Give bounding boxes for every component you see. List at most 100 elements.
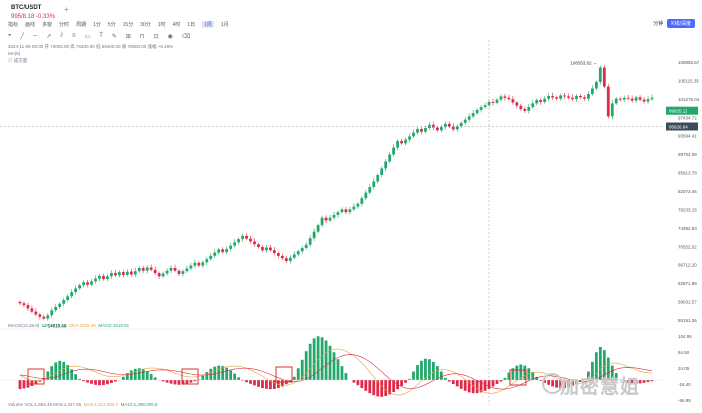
candle-body	[46, 315, 50, 319]
candle-body	[563, 95, 566, 97]
brush-icon[interactable]: ✎	[111, 34, 117, 40]
horizontal-line-icon[interactable]: ─	[33, 33, 38, 39]
menu-item[interactable]: 周期	[76, 22, 87, 28]
channel-icon[interactable]: ⫽	[60, 33, 63, 39]
trash-icon[interactable]: ⌫	[181, 34, 191, 40]
candle-body	[431, 124, 435, 128]
macd-bar	[646, 380, 650, 382]
menu-item[interactable]: 1时	[157, 22, 166, 28]
menu-item[interactable]: 15分	[122, 22, 134, 28]
candle-body	[471, 113, 475, 117]
macd-bar	[487, 380, 491, 389]
candle-body	[499, 96, 503, 100]
candle-body	[479, 107, 483, 110]
menu-item[interactable]: 30分	[140, 22, 151, 28]
top-bar: BTC/USDT + 995/8.18 -0.33% 指标 画线 多窗 分时 周期 1分 5…	[0, 0, 702, 30]
candle-body	[245, 235, 248, 239]
menu-item[interactable]: 1分	[93, 22, 101, 28]
menu-item[interactable]: 多窗	[42, 22, 53, 28]
cursor-icon[interactable]: ⌖	[8, 33, 12, 39]
candle-body	[288, 257, 292, 261]
symbol-title[interactable]: BTC/USDT	[11, 5, 42, 11]
text-icon[interactable]: T	[99, 33, 103, 39]
candle-body	[292, 254, 296, 258]
macd-bar	[491, 380, 495, 387]
menu-item[interactable]: 4时	[172, 22, 181, 28]
candle-body	[384, 161, 388, 169]
candle-body	[62, 300, 66, 304]
candle-body	[177, 270, 181, 274]
magnet-icon[interactable]: ⊓	[139, 34, 145, 40]
price-change: 995/8.18 -0.33%	[11, 14, 56, 20]
candle-body	[90, 281, 93, 285]
y-tick-label: 105115.35	[678, 78, 699, 83]
candle-body	[324, 217, 328, 221]
menu-item[interactable]: 指标	[8, 22, 19, 28]
menu-item[interactable]: 1日	[187, 22, 196, 28]
macd-bar	[177, 380, 181, 385]
candle-body	[74, 288, 78, 293]
highlight-box	[27, 368, 45, 385]
menu-item[interactable]: 5分	[107, 22, 116, 28]
macd-dea: DEA:3215.40	[69, 323, 96, 328]
candle-body	[610, 103, 614, 117]
macd-bar	[205, 372, 209, 380]
candle-body	[455, 126, 459, 130]
macd-bar	[352, 380, 356, 383]
candle-body	[459, 122, 463, 127]
highlight-box	[275, 366, 293, 383]
candle-body	[388, 154, 392, 162]
candle-body	[18, 301, 22, 304]
menu-item[interactable]: 1月	[220, 22, 229, 28]
candle-body	[614, 98, 618, 104]
macd-bar	[356, 380, 360, 386]
candle-body	[249, 238, 252, 242]
macd-bar	[531, 372, 535, 380]
add-tab-button[interactable]: +	[64, 5, 69, 14]
eye-icon[interactable]: ◉	[167, 34, 173, 40]
candle-body	[308, 238, 312, 245]
macd-bar	[300, 359, 304, 380]
candle-body	[638, 97, 642, 100]
measure-icon[interactable]: ⊞	[125, 34, 131, 40]
kline-depth-button[interactable]: K线/深度	[667, 19, 695, 28]
macd-tick-label: -16.40	[678, 382, 691, 387]
candle-body	[356, 203, 360, 207]
macd-bar	[110, 380, 113, 383]
macd-bar	[173, 380, 177, 385]
macd-bar	[455, 380, 459, 387]
candle-body	[157, 273, 161, 277]
fib-icon[interactable]: ≡	[72, 33, 76, 39]
ray-icon[interactable]: ↗	[46, 34, 52, 40]
rect-icon[interactable]: ▭	[84, 34, 91, 40]
menu-item[interactable]: 画线	[25, 22, 36, 28]
candle-body	[38, 314, 42, 317]
macd-bar	[483, 380, 487, 391]
macd-bar	[50, 366, 54, 380]
lock-icon[interactable]: ⊡	[153, 34, 159, 40]
menu-item[interactable]: 分时	[59, 22, 70, 28]
candle-body	[344, 209, 348, 213]
macd-tick-label: 104.95	[678, 334, 692, 339]
menu-item[interactable]: 1周	[202, 21, 214, 28]
candle-body	[284, 258, 288, 261]
y-tick-label: 55191.26	[678, 318, 697, 323]
macd-bar	[257, 380, 260, 387]
macd-bar	[384, 380, 388, 396]
macd-bar	[428, 359, 431, 380]
candle-body	[539, 100, 543, 102]
candle-body	[225, 248, 229, 253]
macd-bar	[594, 352, 598, 380]
macd-bar	[280, 380, 284, 387]
candle-body	[316, 225, 320, 232]
candle-body	[312, 231, 316, 239]
line-icon[interactable]: ╱	[20, 34, 25, 40]
macd-bar	[125, 373, 129, 380]
candle-body	[269, 247, 272, 251]
candle-body	[66, 296, 70, 301]
candle-body	[149, 267, 153, 270]
volume-toggle[interactable]: ◎ 成交量	[8, 58, 28, 63]
macd-bar	[70, 369, 74, 380]
minute-label[interactable]: 分钟	[653, 21, 664, 27]
